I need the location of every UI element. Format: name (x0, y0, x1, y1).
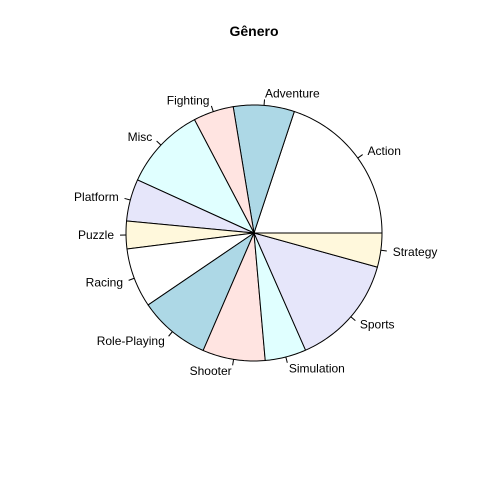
label-sports: Sports (360, 318, 395, 332)
tick-action (357, 154, 363, 159)
label-strategy: Strategy (393, 245, 438, 259)
tick-shooter (232, 359, 235, 366)
slice-racing (126, 232, 255, 306)
label-puzzle: Puzzle (78, 228, 114, 242)
label-ticks (120, 99, 387, 366)
tick-strategy (380, 249, 387, 252)
label-racing: Racing (86, 275, 123, 289)
chart-title: Gênero (229, 23, 278, 39)
label-role-playing: Role-Playing (97, 334, 165, 348)
label-platform: Platform (74, 190, 119, 204)
tick-fighting (210, 105, 214, 112)
label-adventure: Adventure (265, 86, 320, 100)
label-fighting: Fighting (167, 93, 210, 107)
tick-role-playing (168, 331, 173, 337)
tick-sports (350, 316, 356, 322)
label-shooter: Shooter (190, 364, 232, 378)
tick-platform (124, 197, 131, 201)
slice-labels: Action Adventure Fighting Misc Platform Puzzl… (74, 86, 437, 378)
tick-misc (156, 140, 162, 146)
tick-simulation (285, 356, 288, 363)
pie-slices (125, 104, 383, 362)
tick-racing (128, 277, 135, 281)
label-misc: Misc (128, 130, 153, 144)
label-simulation: Simulation (289, 362, 345, 376)
label-action: Action (368, 144, 401, 158)
